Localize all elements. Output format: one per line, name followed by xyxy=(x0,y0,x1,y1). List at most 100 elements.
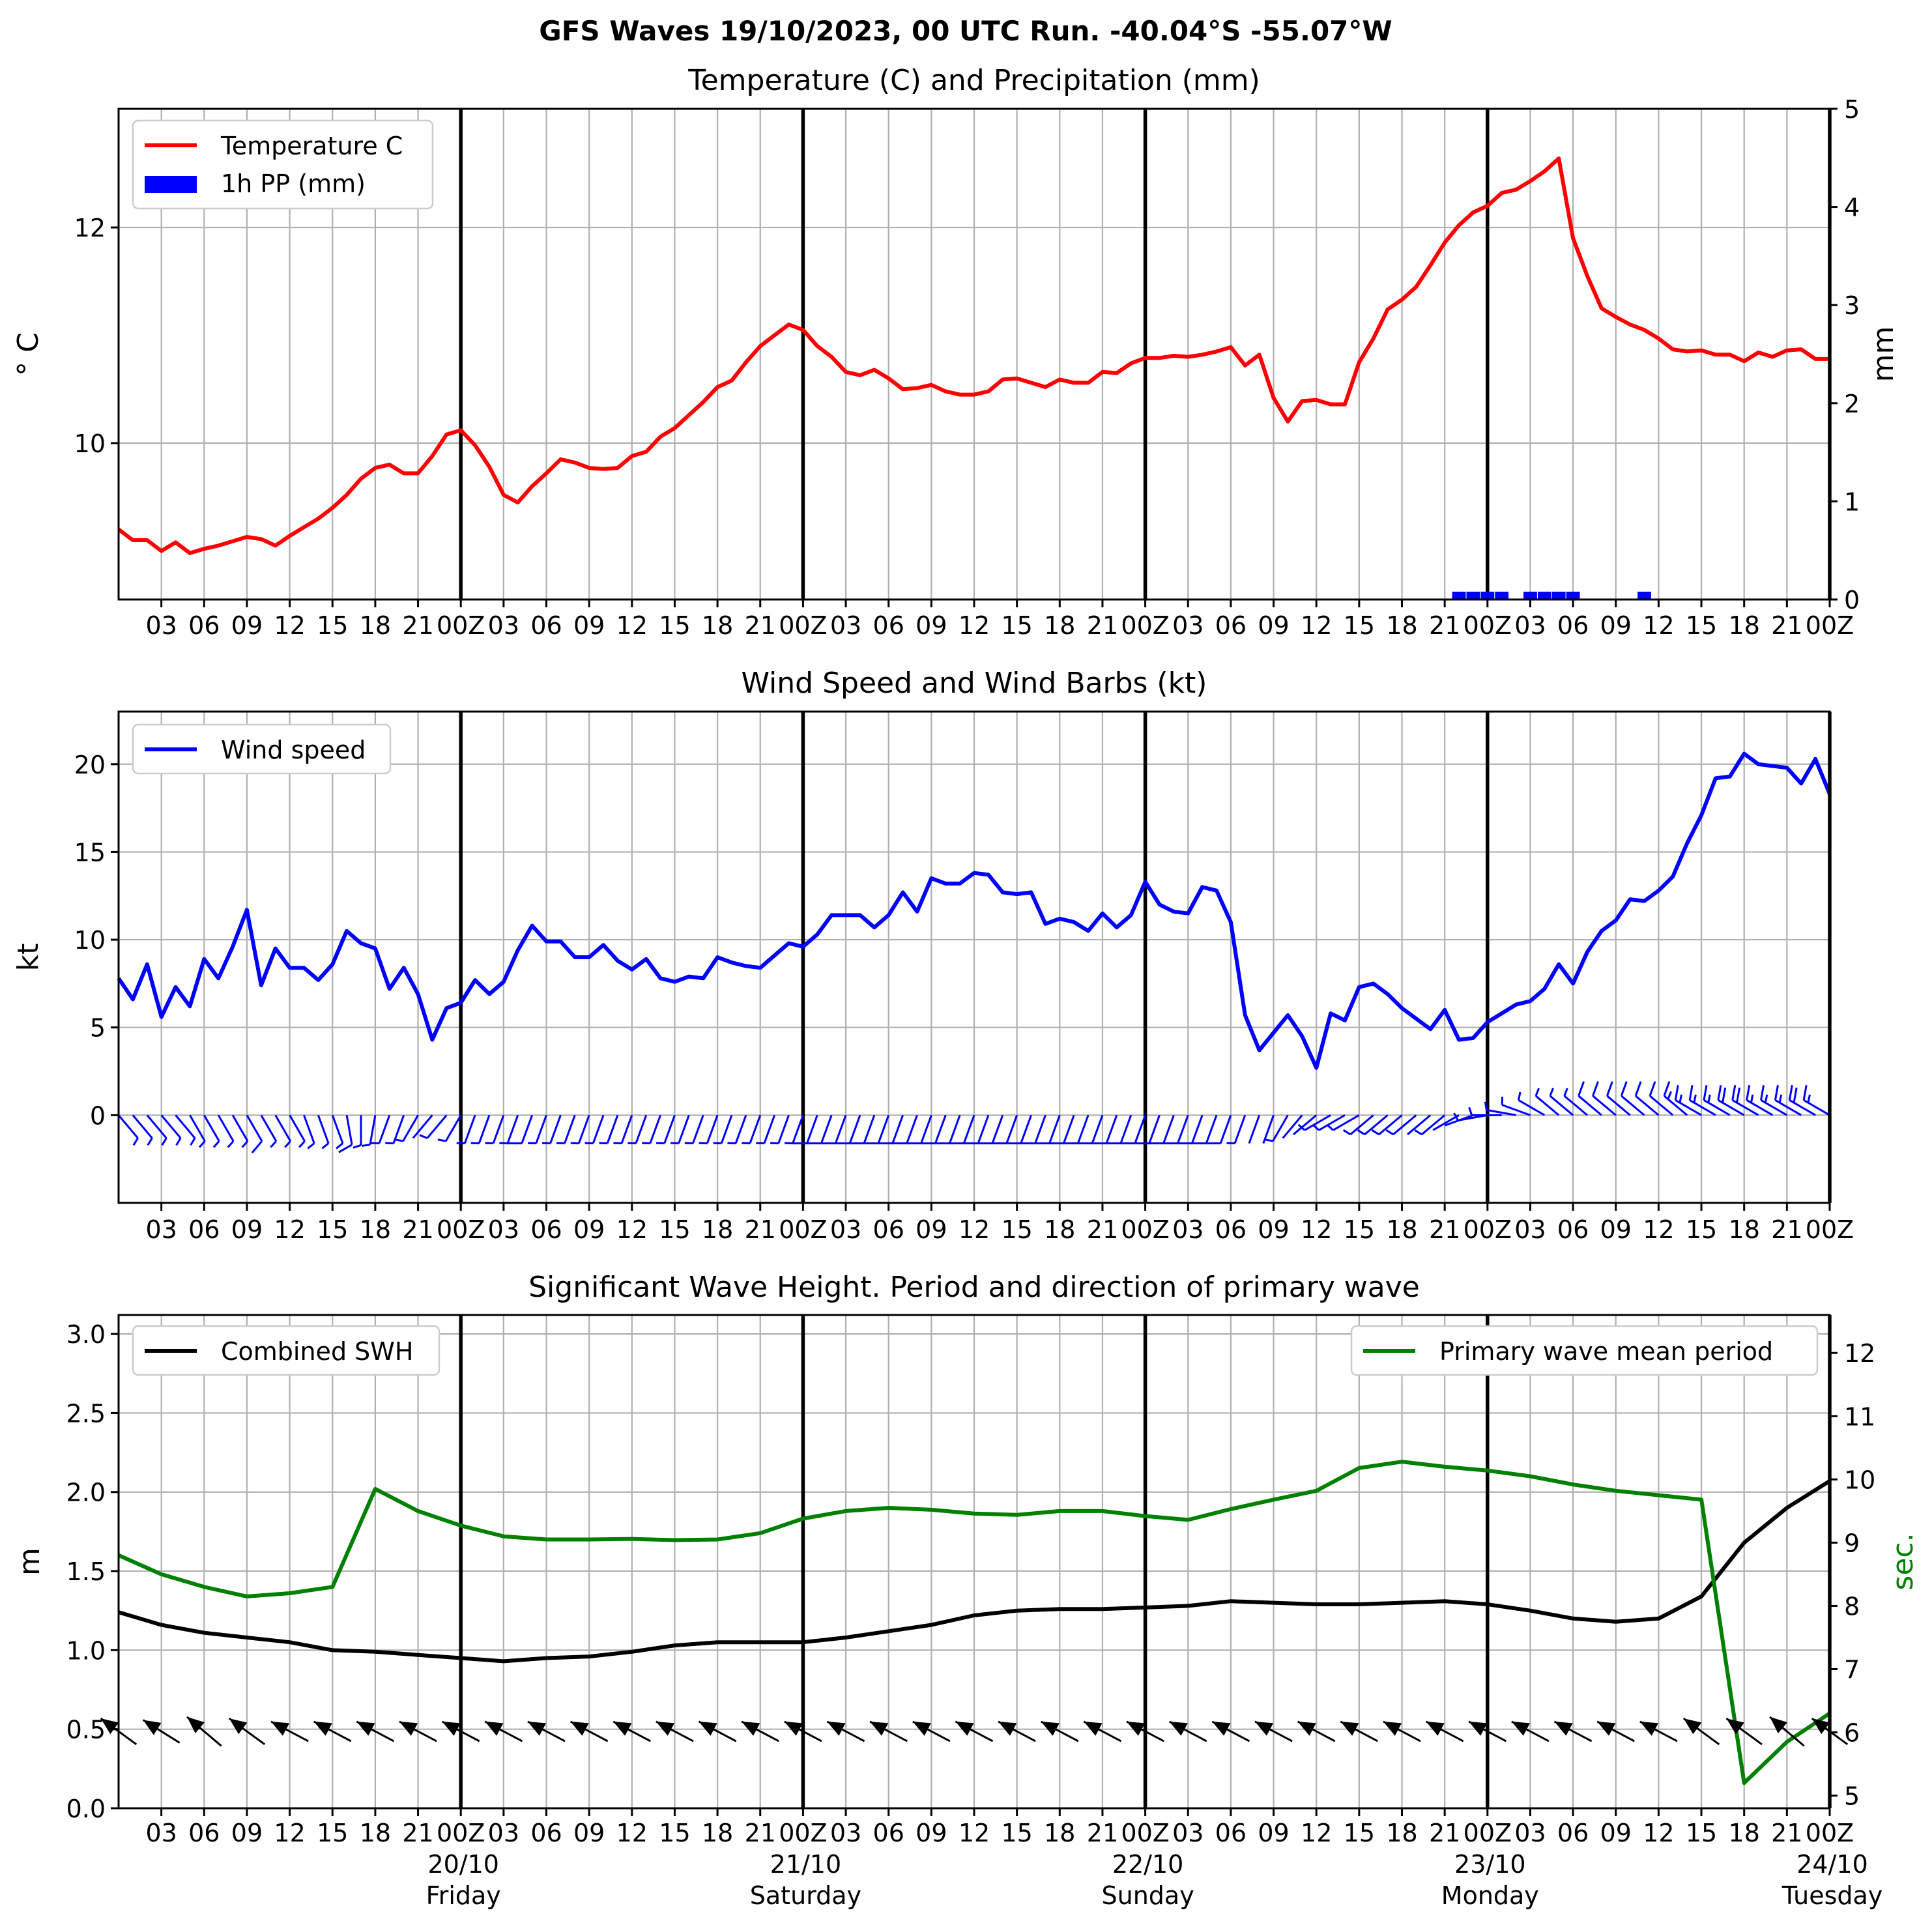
x-tick-label: 03 xyxy=(830,611,861,640)
barb-feather xyxy=(1663,1081,1671,1097)
wave-direction-arrow xyxy=(1211,1720,1250,1742)
barb-feather xyxy=(1717,1085,1722,1101)
wind-barb xyxy=(742,1114,762,1145)
arrow-head xyxy=(1041,1721,1060,1736)
wave-direction-arrow xyxy=(1168,1720,1207,1742)
wave-direction-arrow xyxy=(1682,1717,1720,1746)
x-tick-label: 06 xyxy=(1215,1819,1247,1847)
x-tick-label: 21 xyxy=(1429,1215,1460,1244)
barb-shaft xyxy=(549,1114,562,1144)
arrow-head xyxy=(613,1721,632,1736)
x-tick-label: 06 xyxy=(530,1819,562,1847)
barb-half-feather xyxy=(1563,1088,1568,1097)
x-tick-label: 21 xyxy=(745,1819,776,1847)
barb-shaft xyxy=(160,1114,182,1139)
x-tick-label: 09 xyxy=(231,1819,263,1847)
wind-barb xyxy=(1703,1085,1731,1116)
wave-direction-arrow xyxy=(741,1720,780,1742)
barb-half-feather xyxy=(1750,1094,1754,1103)
wave-direction-arrow xyxy=(527,1720,566,1742)
barb-half-feather xyxy=(198,1140,206,1148)
barb-feather xyxy=(1793,1087,1798,1103)
x-tick-label: 18 xyxy=(1729,1215,1760,1244)
y-tick-label: 5 xyxy=(90,1014,106,1043)
x-tick-label: 21 xyxy=(745,611,776,640)
wave-direction-arrow xyxy=(570,1720,609,1742)
plot-series xyxy=(117,751,1832,1154)
wind-barb xyxy=(670,1114,690,1145)
x-tick-label: 09 xyxy=(231,611,263,640)
barb-shaft xyxy=(1292,1114,1318,1136)
barb-shaft xyxy=(1020,1114,1032,1144)
barb-feather xyxy=(1722,1087,1727,1103)
x-tick-label: 21 xyxy=(402,611,433,640)
date-label: 24/10 xyxy=(1796,1850,1868,1879)
y-axis-right: 5 6 7 8 9 10 11 12 sec. xyxy=(1830,1339,1920,1811)
legend: Temperature C 1h PP (mm) xyxy=(132,119,434,210)
barb-feather xyxy=(251,1140,263,1154)
panel-title: Temperature (C) and Precipitation (mm) xyxy=(687,64,1260,97)
x-tick-label: 18 xyxy=(1729,1819,1760,1847)
barb-feather xyxy=(1788,1085,1793,1101)
barb-half-feather xyxy=(1342,1129,1351,1136)
x-tick-label: 18 xyxy=(360,1819,391,1847)
y-axis-left: 0 5 10 15 20 kt xyxy=(12,751,119,1130)
barb-feather xyxy=(1703,1085,1708,1101)
x-tick-label: 12 xyxy=(274,1215,305,1244)
x-tick-label: 06 xyxy=(1215,1215,1247,1244)
barb-half-feather xyxy=(1468,1106,1473,1116)
wind-barb xyxy=(570,1114,590,1145)
barb-shaft xyxy=(289,1114,306,1142)
barb-half-feather xyxy=(307,1142,315,1149)
wave-direction-arrow xyxy=(1769,1716,1805,1747)
arrow-head xyxy=(912,1721,931,1736)
wind-barb xyxy=(1592,1081,1617,1116)
wind-barb xyxy=(412,1114,433,1139)
wind-barb xyxy=(642,1114,661,1145)
date-label: 20/10 xyxy=(427,1850,499,1879)
barb-shaft xyxy=(444,1114,462,1142)
wind-barb xyxy=(189,1114,206,1148)
arrow-head xyxy=(1469,1721,1488,1736)
x-tick-label: 21 xyxy=(1087,1215,1118,1244)
barb-shaft xyxy=(734,1114,747,1144)
arrow-head xyxy=(1169,1721,1188,1736)
wind-barb xyxy=(934,1114,961,1145)
wave-direction-arrow xyxy=(399,1720,437,1742)
arrow-head xyxy=(1554,1721,1573,1736)
barb-shaft xyxy=(1219,1114,1232,1144)
wave-direction-arrow xyxy=(1383,1720,1421,1742)
x-tick-label: 09 xyxy=(1600,1819,1632,1847)
barb-shaft xyxy=(1501,1104,1531,1116)
barb-shaft xyxy=(891,1114,904,1144)
barb-half-feather xyxy=(241,1140,249,1148)
wind-barb xyxy=(1248,1114,1261,1144)
wind-barb xyxy=(117,1114,139,1146)
date-label: 23/10 xyxy=(1454,1850,1526,1879)
barb-half-feather xyxy=(362,1144,371,1147)
x-tick-label: 00Z xyxy=(1121,1819,1169,1847)
wave-direction-arrow xyxy=(698,1720,737,1742)
y-axis-left: 0.0 0.5 1.0 1.5 2.0 2.5 3.0 m xyxy=(13,1320,119,1823)
x-tick-label: 03 xyxy=(1172,611,1204,640)
x-tick-label: 03 xyxy=(1514,611,1546,640)
x-tick-label: 09 xyxy=(916,1819,947,1847)
x-tick-label: 09 xyxy=(573,1819,605,1847)
arrow-head xyxy=(656,1721,675,1736)
plot-series xyxy=(117,156,1830,599)
wind-barb xyxy=(1484,1101,1516,1116)
x-tick-label: 09 xyxy=(1258,1819,1289,1847)
x-tick-label: 00Z xyxy=(1463,611,1512,640)
wind-barb xyxy=(541,1114,562,1145)
x-tick-label: 21 xyxy=(1087,1819,1118,1847)
x-tick-label: 00Z xyxy=(437,1819,485,1847)
barb-half-feather xyxy=(419,1134,428,1139)
x-tick-label: 15 xyxy=(1001,611,1032,640)
barb-shaft xyxy=(920,1114,932,1144)
wave-direction-arrow xyxy=(356,1720,395,1742)
arrow-head xyxy=(742,1721,760,1736)
weekday-label: Tuesday xyxy=(1781,1881,1883,1910)
y-axis-left: 10 12 ° C xyxy=(12,214,119,458)
arrow-head xyxy=(1811,1718,1830,1735)
